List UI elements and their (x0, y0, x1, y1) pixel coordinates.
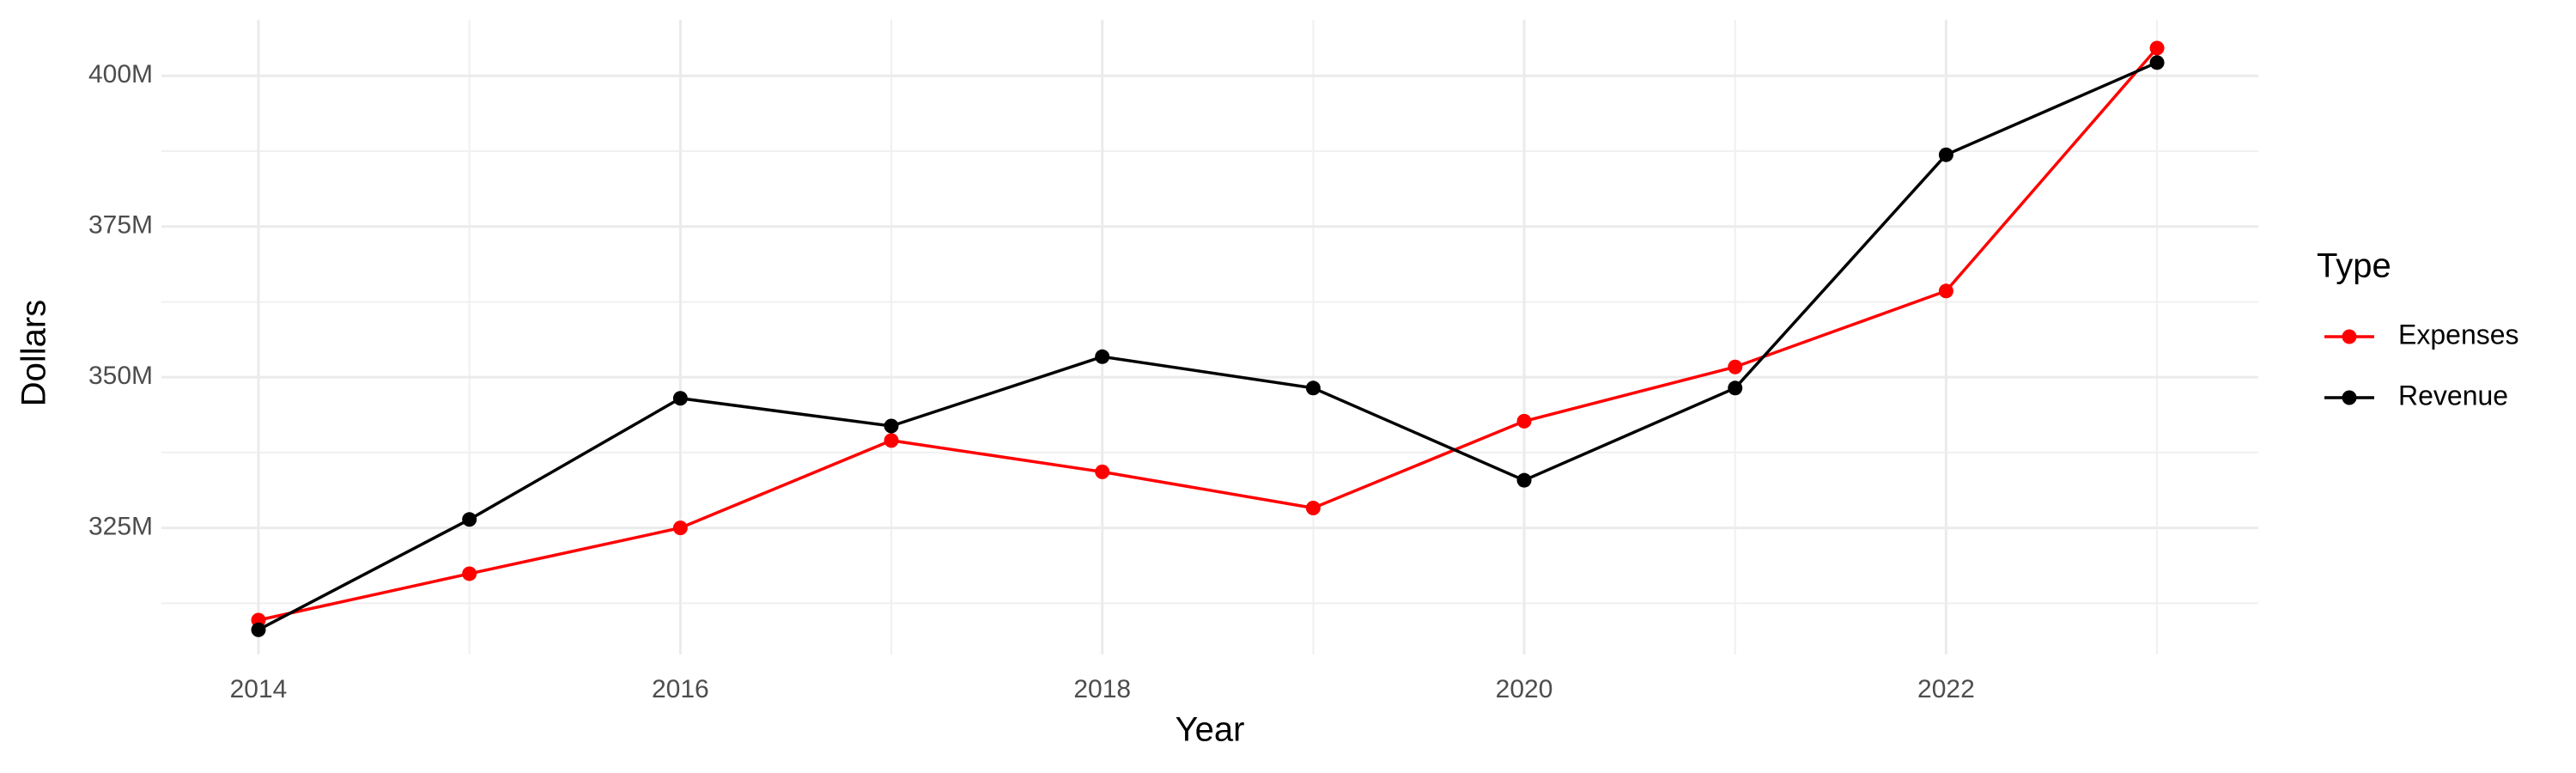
data-point (1305, 500, 1321, 515)
data-point (672, 520, 688, 536)
data-point (1095, 464, 1110, 479)
y-tick-label: 325M (88, 513, 153, 541)
series-line (258, 46, 2159, 622)
data-point (462, 512, 477, 527)
data-point (1095, 349, 1110, 364)
y-tick-label: 400M (88, 60, 153, 88)
data-point (1938, 283, 1953, 299)
x-tick-label: 2020 (1496, 675, 1553, 703)
legend-label: Expenses (2398, 319, 2519, 350)
y-tick-label: 350M (88, 362, 153, 390)
series-line (258, 61, 2158, 631)
data-point (1516, 413, 1532, 429)
x-tick-label: 2022 (1917, 675, 1975, 703)
x-axis-title: Year (1176, 711, 1245, 749)
data-point (1305, 380, 1321, 396)
data-point (2149, 40, 2165, 56)
y-tick-label: 375M (88, 211, 153, 240)
data-point (1938, 147, 1953, 162)
grid (161, 20, 2258, 654)
y-axis-title: Dollars (15, 300, 53, 406)
data-point (251, 622, 266, 637)
data-point (884, 418, 899, 434)
x-tick-label: 2016 (652, 675, 709, 703)
legend-key-point (2342, 390, 2357, 405)
data-point (462, 566, 477, 581)
data-point (672, 391, 688, 406)
data-point (2149, 55, 2165, 70)
data-point (884, 433, 899, 448)
data-point (1516, 472, 1532, 488)
legend-key-point (2342, 329, 2357, 344)
x-tick-label: 2014 (230, 675, 288, 703)
data-point (1728, 380, 1743, 396)
legend-label: Revenue (2398, 380, 2508, 411)
x-tick-label: 2018 (1073, 675, 1131, 703)
data-point (1728, 359, 1743, 374)
legend-title: Type (2317, 247, 2391, 285)
